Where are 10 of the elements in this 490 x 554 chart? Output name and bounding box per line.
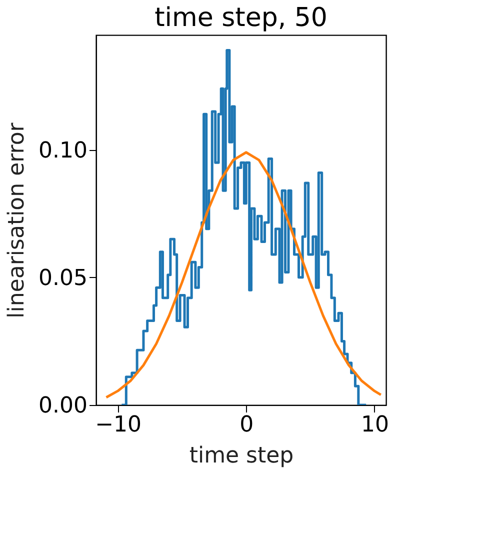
- x-axis-title: time step: [189, 444, 294, 468]
- x-tick-label: −10: [95, 412, 142, 438]
- y-tick-label: 0.00: [38, 394, 88, 418]
- y-tick-label: 0.10: [38, 138, 88, 164]
- x-tick-label: 10: [360, 412, 389, 438]
- x-tick-label: 0: [240, 412, 254, 438]
- y-axis-title: linearisation error: [4, 122, 30, 318]
- line-series: [105, 151, 382, 399]
- chart-title: time step, 50: [154, 3, 328, 33]
- y-tick-label: 0.05: [38, 266, 88, 291]
